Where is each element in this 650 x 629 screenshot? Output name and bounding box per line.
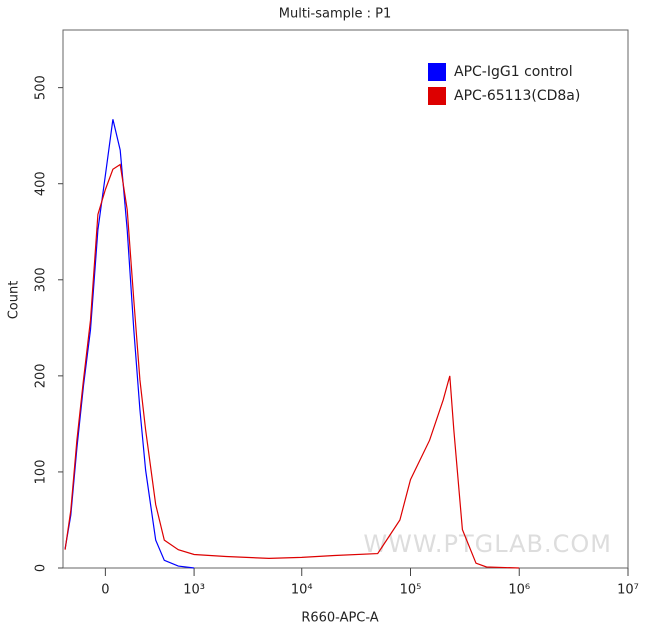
x-axis-label: R660-APC-A: [301, 611, 378, 626]
y-tick-label: 400: [34, 171, 49, 196]
legend-label: APC-IgG1 control: [454, 64, 573, 80]
legend-label: APC-65113(CD8a): [454, 88, 580, 104]
x-tick-label: 10⁶: [508, 583, 530, 598]
legend-swatch: [428, 63, 446, 81]
y-tick-label: 300: [34, 267, 49, 292]
x-tick-label: 10³: [183, 583, 205, 598]
x-tick-label: 10⁵: [400, 583, 422, 598]
y-tick-label: 200: [34, 363, 49, 388]
x-tick-label: 0: [101, 583, 109, 598]
series-line: [64, 163, 520, 569]
x-tick-label: 10⁴: [291, 583, 313, 598]
y-tick-label: 0: [34, 564, 49, 572]
legend-swatch: [428, 87, 446, 105]
y-tick-label: 500: [34, 75, 49, 100]
watermark: WWW.PTGLAB.COM: [363, 530, 612, 558]
y-axis-label: Count: [7, 281, 22, 320]
series-line: [64, 119, 195, 569]
y-tick-label: 100: [34, 460, 49, 485]
plot-frame: [62, 29, 629, 569]
x-tick-label: 10⁷: [617, 583, 639, 598]
chart-title: Multi-sample : P1: [279, 7, 392, 22]
